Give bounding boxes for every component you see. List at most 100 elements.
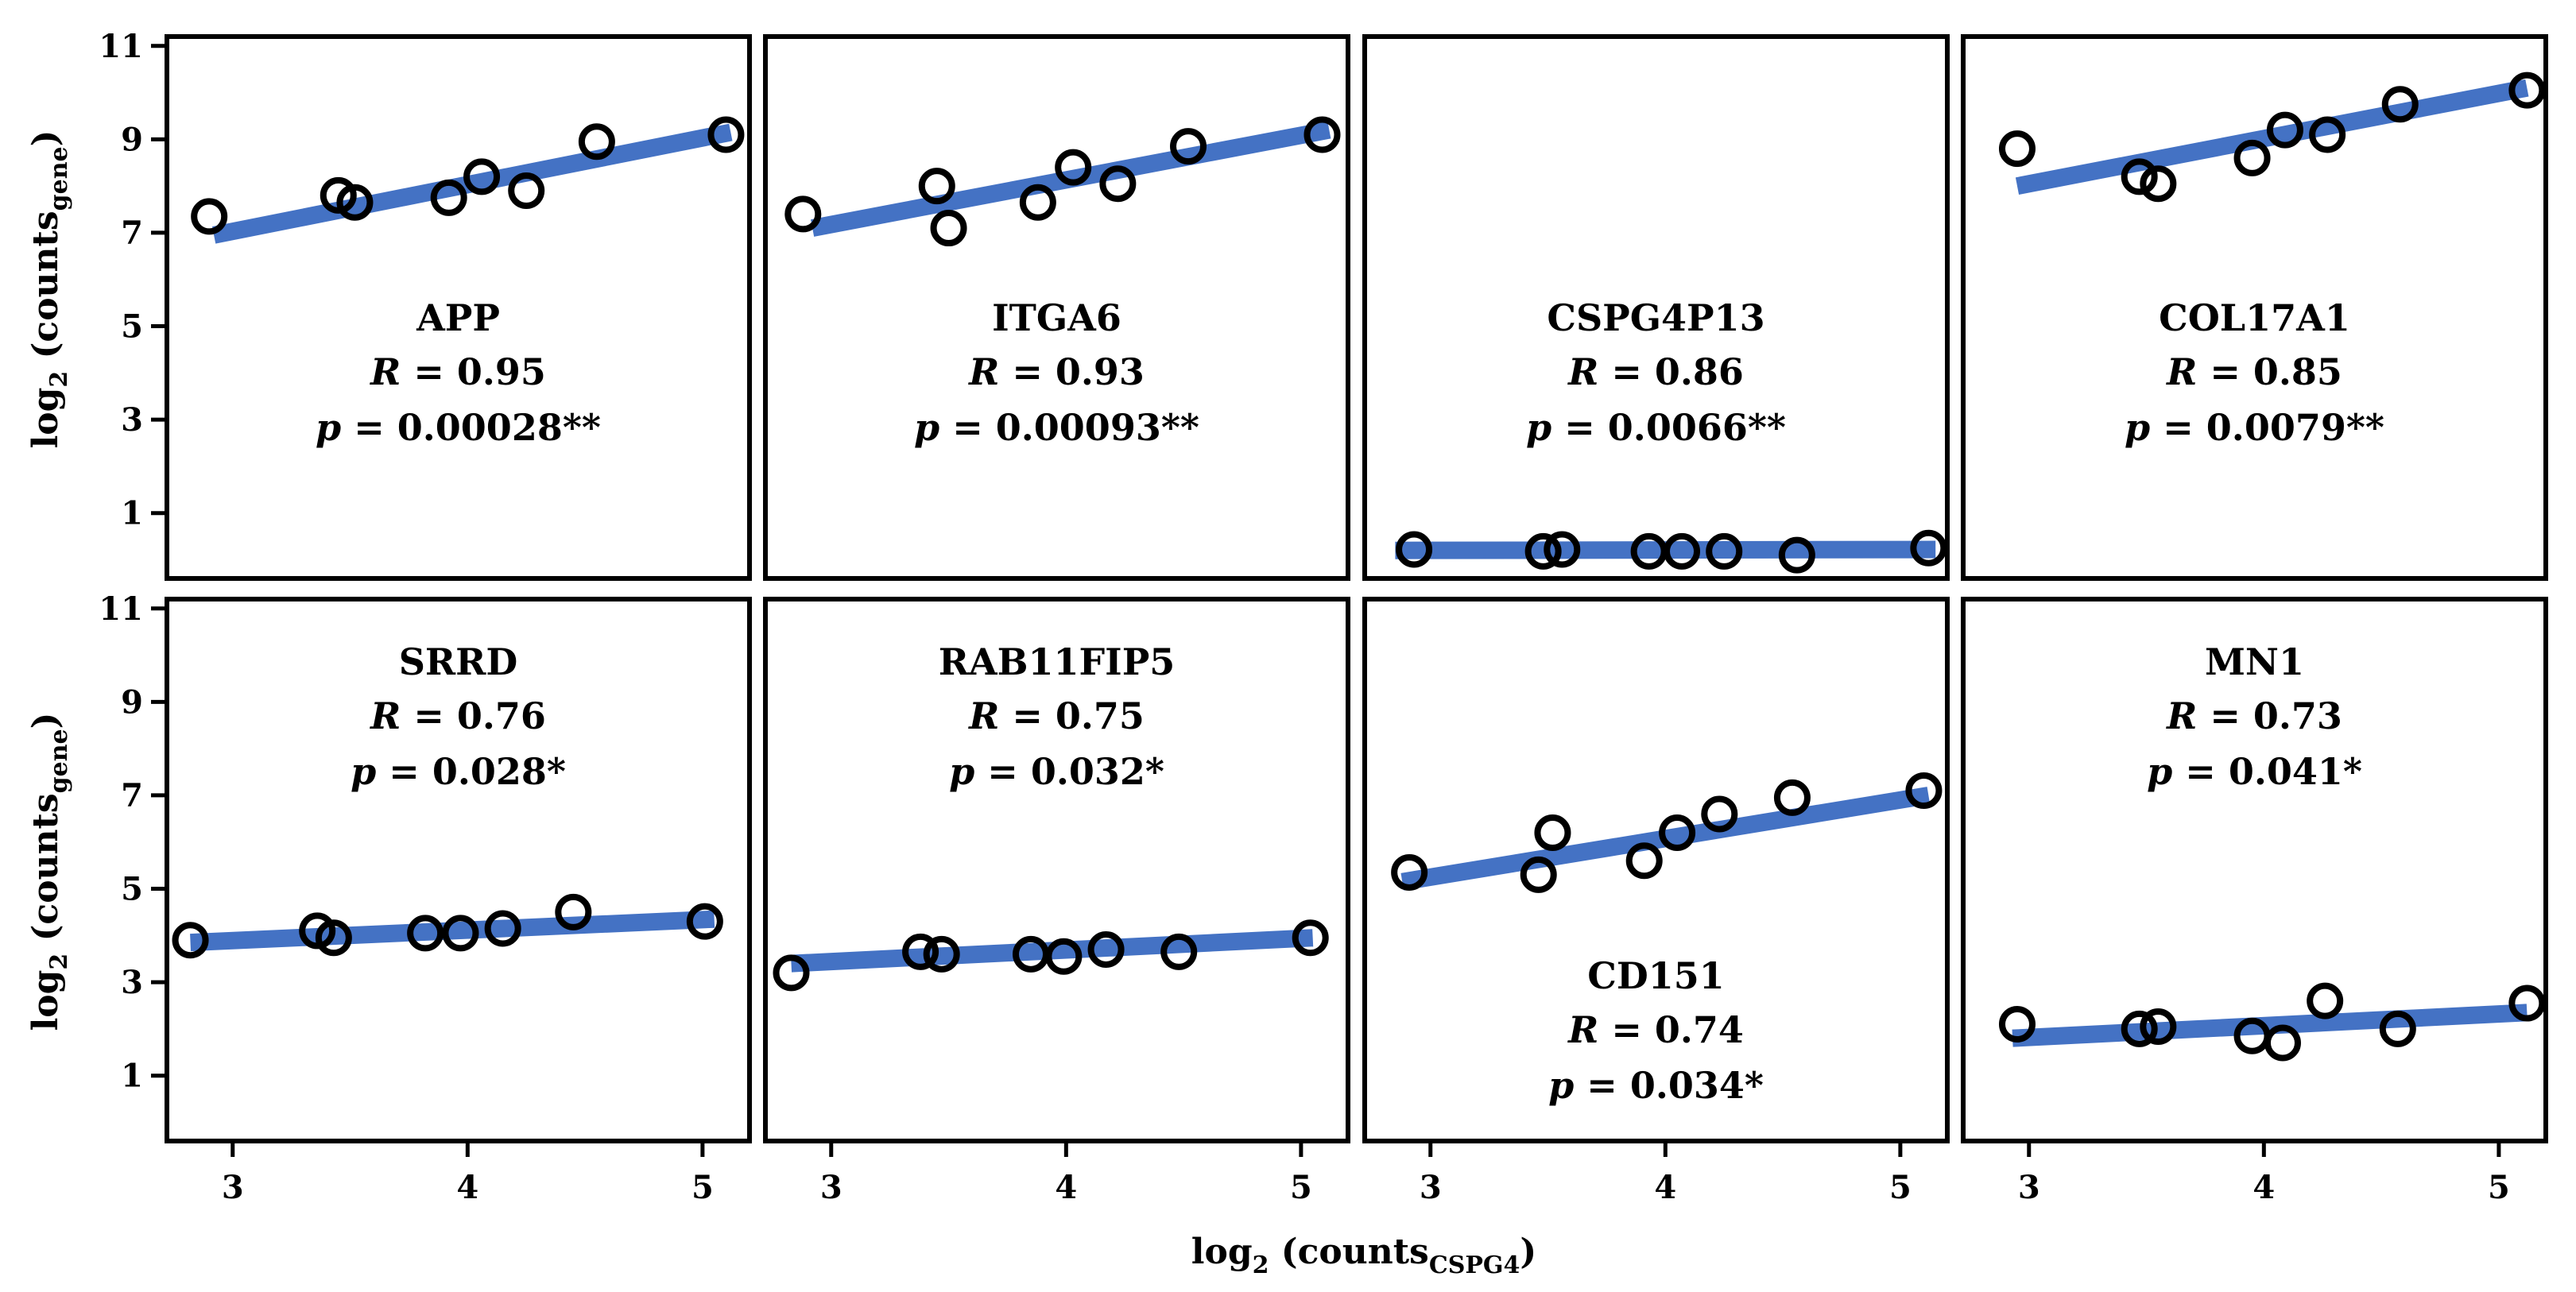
r-symbol: R [1567, 1008, 1598, 1051]
p-value: p = 0.00093** [914, 406, 1199, 449]
data-point [1778, 536, 1815, 574]
data-point [1170, 128, 1207, 165]
p-text: = 0.00028** [341, 406, 601, 449]
x-tick-label: 4 [456, 1169, 478, 1206]
data-point [2266, 111, 2303, 149]
p-symbol: p [914, 406, 939, 449]
p-text: = 0.032* [974, 750, 1164, 793]
data-point [1520, 856, 1557, 893]
panel-content [1395, 529, 1947, 574]
x-tick-label: 5 [1290, 1169, 1312, 1206]
gene-label: MN1 [2205, 640, 2304, 683]
y-axis-title-top: log2 (countsgene) [25, 130, 73, 449]
data-point [1664, 532, 1701, 570]
data-point [930, 210, 967, 247]
x-axis-title: log2 (countsCSPG4) [1191, 1232, 1537, 1279]
y-axis-title-bottom: log2 (countsgene) [25, 713, 73, 1031]
y-tick-label: 9 [121, 683, 143, 721]
p-value: p = 0.032* [949, 750, 1164, 793]
data-point [2140, 165, 2177, 203]
panel-content [773, 919, 1329, 992]
p-symbol: p [316, 406, 341, 449]
data-point [2121, 1010, 2158, 1047]
data-point [508, 172, 545, 210]
panel-col17a1: COL17A1 R = 0.85 p = 0.0079** [1961, 34, 2548, 581]
data-point [2233, 139, 2271, 176]
y-tick-label: 5 [121, 871, 143, 908]
p-symbol: p [2147, 750, 2172, 793]
panel-content [172, 893, 723, 959]
data-point [1905, 772, 1943, 810]
data-point [578, 123, 615, 161]
y-tick-label: 5 [121, 308, 143, 346]
p-symbol: p [949, 750, 974, 793]
y-tick-label: 1 [121, 495, 143, 532]
data-point [442, 915, 479, 952]
p-text: = 0.0066** [1551, 406, 1786, 449]
r-text: = 0.95 [401, 350, 546, 393]
p-value: p = 0.0079** [2125, 406, 2384, 449]
panel-frame [1362, 34, 1950, 581]
data-point [1055, 149, 1092, 186]
r-text: = 0.73 [2197, 694, 2342, 737]
p-value: p = 0.041* [2147, 750, 2362, 793]
panel-app: APP R = 0.95 p = 0.00028** 1 3 5 7 9 11 [99, 28, 752, 581]
data-point [320, 176, 357, 214]
data-point [784, 195, 822, 233]
gene-label: APP [416, 296, 500, 339]
data-point [1524, 532, 1562, 570]
r-value: R = 0.85 [2165, 350, 2342, 393]
panel-srrd: SRRD R = 0.76 p = 0.028* 1 3 5 7 9 11 3 4 5 [99, 590, 752, 1206]
r-symbol: R [369, 694, 401, 737]
data-point [1391, 853, 1428, 891]
p-text: = 0.0079** [2150, 406, 2384, 449]
data-point [2508, 984, 2546, 1022]
data-point [315, 919, 352, 957]
data-point [2307, 982, 2344, 1019]
data-point [1659, 814, 1696, 851]
y-tick-label: 3 [121, 964, 143, 1001]
p-symbol: p [1548, 1064, 1574, 1107]
r-value: R = 0.86 [1567, 350, 1744, 393]
r-value: R = 0.76 [369, 694, 546, 737]
panel-content [784, 116, 1341, 247]
x-tick-label: 3 [820, 1169, 843, 1206]
data-point [773, 954, 810, 992]
data-point [2121, 158, 2158, 195]
panel-content [1391, 772, 1943, 893]
y-tick-label: 9 [121, 121, 143, 158]
panel-frame [763, 597, 1350, 1143]
panel-frame [165, 34, 752, 581]
data-point [1292, 919, 1329, 957]
panel-cd151: CD151 R = 0.74 p = 0.034* 3 4 5 [1362, 597, 1950, 1206]
data-point [299, 912, 336, 950]
data-point [1534, 814, 1571, 851]
p-text: = 0.00093** [939, 406, 1199, 449]
p-text: = 0.028* [376, 750, 566, 793]
data-point [1625, 842, 1663, 880]
r-value: R = 0.73 [2165, 694, 2342, 737]
data-point [686, 903, 723, 940]
gene-label: RAB11FIP5 [939, 640, 1176, 683]
r-symbol: R [2165, 694, 2197, 737]
y-tick-label: 11 [99, 28, 143, 65]
data-point [2508, 72, 2546, 109]
p-symbol: p [1526, 406, 1551, 449]
y-tick-label: 3 [121, 401, 143, 439]
panel-frame [165, 597, 752, 1143]
x-tick-label: 5 [2488, 1169, 2510, 1206]
data-point [336, 184, 374, 221]
data-point [1773, 779, 1811, 816]
data-point [484, 910, 521, 947]
data-point [1998, 130, 2036, 168]
r-value: R = 0.93 [967, 350, 1145, 393]
gene-label: COL17A1 [2159, 296, 2350, 339]
gene-label: ITGA6 [992, 296, 1121, 339]
r-text: = 0.75 [999, 694, 1145, 737]
panel-content [1998, 72, 2546, 203]
p-symbol: p [351, 750, 376, 793]
panel-frame [763, 34, 1350, 581]
data-point [463, 158, 501, 195]
